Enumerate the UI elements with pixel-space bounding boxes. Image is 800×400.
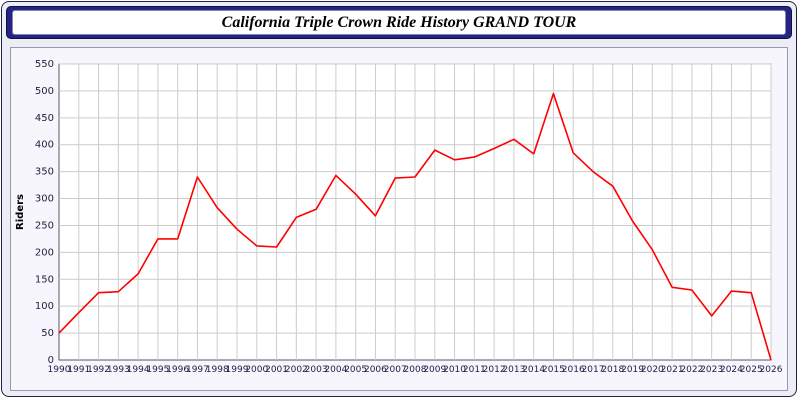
x-tick-label: 1990 — [48, 365, 71, 375]
x-tick-label: 2006 — [364, 365, 387, 375]
x-tick-label: 2024 — [720, 365, 743, 375]
data-series-line — [58, 92, 772, 361]
chart-svg: 0501001502002503003504004505005501990199… — [15, 59, 783, 375]
x-tick-label: 1996 — [166, 365, 189, 375]
x-tick-label: 2007 — [384, 365, 407, 375]
x-tick-label: 1992 — [87, 365, 110, 375]
x-tick-label: 2021 — [661, 365, 684, 375]
page-title: California Triple Crown Ride History GRA… — [221, 14, 577, 31]
y-tick-label: 500 — [35, 86, 54, 97]
x-tick-label: 2012 — [483, 365, 506, 375]
x-tick-label: 2016 — [562, 365, 585, 375]
x-tick-label: 2009 — [423, 365, 446, 375]
y-tick-label: 150 — [35, 274, 54, 285]
x-tick-label: 2026 — [760, 365, 783, 375]
x-tick-label: 1998 — [206, 365, 229, 375]
x-tick-label: 2002 — [285, 365, 308, 375]
x-tick-label: 1993 — [107, 365, 130, 375]
title-box: California Triple Crown Ride History GRA… — [12, 10, 786, 35]
x-tick-label: 2010 — [443, 365, 466, 375]
y-tick-label: 450 — [35, 113, 54, 124]
y-tick-label: 550 — [35, 59, 54, 70]
x-tick-label: 2018 — [601, 365, 624, 375]
x-tick-label: 2004 — [324, 365, 347, 375]
x-tick-label: 2020 — [641, 365, 664, 375]
x-tick-label: 2019 — [621, 365, 644, 375]
y-tick-label: 350 — [35, 167, 54, 178]
y-tick-label: 300 — [35, 194, 54, 205]
y-axis-label: Riders — [15, 194, 26, 230]
x-tick-label: 2017 — [582, 365, 605, 375]
chart-panel: 0 50 100 150 200 250 300 350 400 450 500 550 1990 199… — [10, 47, 788, 391]
x-tick-label: 1994 — [127, 365, 150, 375]
x-tick-label: 2025 — [740, 365, 763, 375]
x-tick-label: 2013 — [502, 365, 525, 375]
line-chart: 0 50 100 150 200 250 300 350 400 450 500 550 1990 199… — [11, 48, 787, 392]
x-tick-label: 2008 — [404, 365, 427, 375]
x-tick-label: 2015 — [542, 365, 565, 375]
x-tick-label: 2001 — [265, 365, 288, 375]
title-bar: California Triple Crown Ride History GRA… — [6, 6, 792, 39]
x-tick-label: 1999 — [226, 365, 249, 375]
x-tick-label: 2011 — [463, 365, 486, 375]
y-tick-label: 400 — [35, 140, 54, 151]
x-tick-label: 2014 — [522, 365, 545, 375]
x-tick-label: 1991 — [67, 365, 90, 375]
y-tick-label: 250 — [35, 220, 54, 231]
x-tick-label: 1995 — [146, 365, 169, 375]
y-tick-label: 200 — [35, 247, 54, 258]
x-tick-label: 2003 — [305, 365, 328, 375]
y-tick-label: 0 — [48, 355, 54, 366]
x-tick-label: 2005 — [344, 365, 367, 375]
x-tick-label: 2022 — [680, 365, 703, 375]
x-tick-label: 1997 — [186, 365, 209, 375]
y-tick-label: 50 — [41, 328, 54, 339]
y-tick-label: 100 — [35, 301, 54, 312]
x-tick-label: 2000 — [245, 365, 268, 375]
x-tick-label: 2023 — [700, 365, 723, 375]
